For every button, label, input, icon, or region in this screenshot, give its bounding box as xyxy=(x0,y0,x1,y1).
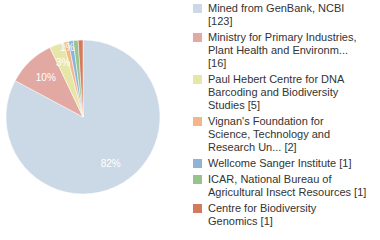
legend-swatch xyxy=(193,117,202,126)
legend-swatch xyxy=(193,204,202,213)
pie-area: 82% 10%3% 1% xyxy=(0,0,190,240)
legend-item: Vignan's Foundation for Science, Technol… xyxy=(193,115,369,154)
data-label: 3% xyxy=(56,57,71,68)
legend-swatch xyxy=(193,4,202,13)
legend-swatch xyxy=(193,75,202,84)
legend-item: Paul Hebert Centre for DNA Barcoding and… xyxy=(193,73,369,112)
legend-label: Vignan's Foundation for Science, Technol… xyxy=(208,115,368,154)
legend-item: Mined from GenBank, NCBI [123] xyxy=(193,2,369,28)
legend-label: Mined from GenBank, NCBI [123] xyxy=(208,2,368,28)
legend-swatch xyxy=(193,33,202,42)
legend-item: Ministry for Primary Industries, Plant H… xyxy=(193,31,369,70)
legend-item: Centre for Biodiversity Genomics [1] xyxy=(193,202,369,228)
legend-item: Wellcome Sanger Institute [1] xyxy=(193,157,369,170)
legend-item: ICAR, National Bureau of Agricultural In… xyxy=(193,173,369,199)
data-label: 1% xyxy=(60,42,75,53)
legend-label: Centre for Biodiversity Genomics [1] xyxy=(208,202,368,228)
data-label: 82% xyxy=(101,158,121,169)
legend-swatch xyxy=(193,159,202,168)
legend-swatch xyxy=(193,175,202,184)
legend-label: ICAR, National Bureau of Agricultural In… xyxy=(208,173,368,199)
chart-root: 82% 10%3% 1% Mined from GenBank, NCBI [123… xyxy=(0,0,380,240)
pie-slice xyxy=(73,40,83,117)
legend-label: Paul Hebert Centre for DNA Barcoding and… xyxy=(208,73,368,112)
pie-slice xyxy=(78,40,83,117)
legend: Mined from GenBank, NCBI [123] Ministry f… xyxy=(193,2,369,231)
data-label: 10% xyxy=(36,72,56,83)
legend-label: Wellcome Sanger Institute [1] xyxy=(208,157,368,170)
pie-slice xyxy=(6,40,160,194)
legend-label: Ministry for Primary Industries, Plant H… xyxy=(208,31,368,70)
